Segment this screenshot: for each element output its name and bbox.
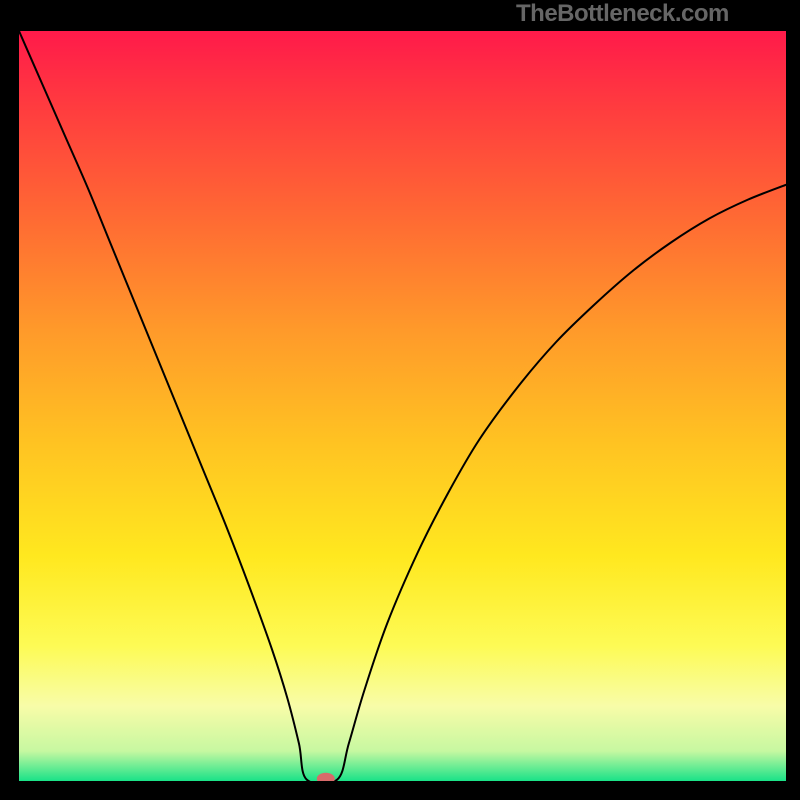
- plot-area: [19, 31, 786, 781]
- bottleneck-curve-chart: [19, 31, 786, 781]
- watermark-label: TheBottleneck.com: [516, 0, 729, 28]
- chart-frame: TheBottleneck.com: [0, 0, 800, 800]
- gradient-background: [19, 31, 786, 781]
